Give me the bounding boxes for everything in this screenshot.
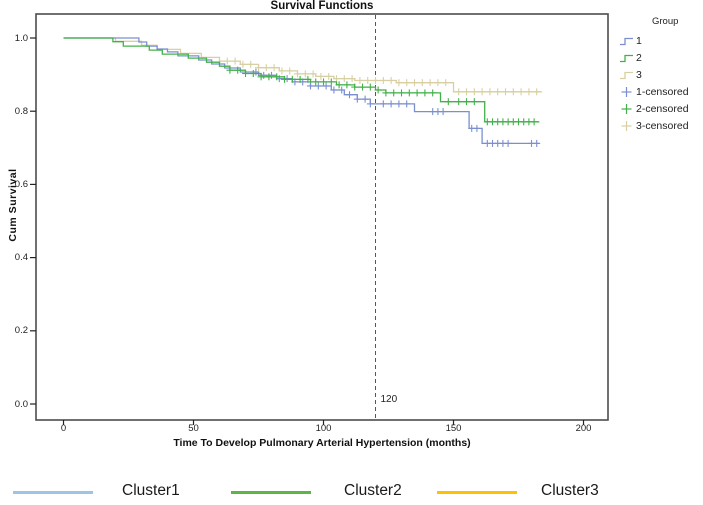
y-tick-label: 0.0 xyxy=(14,398,28,410)
chart-title: Survival Functions xyxy=(270,0,374,12)
x-tick-label: 0 xyxy=(60,423,67,434)
group-legend: Group 1 2 3 1-censored 2-censored 3-censored xyxy=(619,16,703,134)
survival-curve-group-1 xyxy=(63,37,540,145)
x-tick-label: 200 xyxy=(575,423,592,434)
cluster-label: Cluster2 xyxy=(344,482,402,499)
y-axis-title: Cum Survival xyxy=(7,168,19,242)
plus-glyph-icon xyxy=(621,103,632,114)
step-glyph-icon xyxy=(620,37,633,45)
y-tick-label: 1.0 xyxy=(14,32,28,44)
plot-frame xyxy=(35,13,609,421)
step-glyph-icon xyxy=(620,71,633,79)
legend-item-label: 3 xyxy=(636,68,642,81)
x-tick-label: 100 xyxy=(315,423,332,434)
legend-item-2-censored: 2-censored xyxy=(619,100,703,117)
plot-canvas xyxy=(30,13,609,425)
x-tick-label: 150 xyxy=(445,423,462,434)
legend-item-label: 1 xyxy=(636,34,642,47)
legend-item-label: 3-censored xyxy=(636,119,689,132)
legend-title: Group xyxy=(652,16,679,27)
x-tick-label: 50 xyxy=(188,423,199,434)
cluster-label: Cluster1 xyxy=(122,482,180,499)
legend-items: 1 2 3 1-censored 2-censored 3-censored xyxy=(619,32,703,134)
plus-glyph-icon xyxy=(621,86,632,97)
y-tick-label: 0.6 xyxy=(14,178,28,190)
legend-item-1: 1 xyxy=(619,32,703,49)
y-tick-label: 0.4 xyxy=(14,252,28,264)
legend-item-1-censored: 1-censored xyxy=(619,83,703,100)
reference-line-label: 120 xyxy=(380,394,398,405)
cluster-label: Cluster3 xyxy=(541,482,599,499)
cluster-swatch-Cluster2 xyxy=(231,491,311,494)
y-tick-label: 0.8 xyxy=(14,105,28,117)
legend-item-2: 2 xyxy=(619,49,703,66)
legend-item-label: 1-censored xyxy=(636,85,689,98)
legend-item-label: 2-censored xyxy=(636,102,689,115)
plus-glyph-icon xyxy=(621,120,632,131)
step-glyph-icon xyxy=(620,54,633,62)
legend-item-3-censored: 3-censored xyxy=(619,117,703,134)
x-axis-title: Time To Develop Pulmonary Arterial Hyper… xyxy=(173,437,471,449)
legend-item-label: 2 xyxy=(636,51,642,64)
y-tick-label: 0.2 xyxy=(14,325,28,337)
legend-item-3: 3 xyxy=(619,66,703,83)
cluster-swatch-Cluster1 xyxy=(13,491,93,494)
cluster-swatch-Cluster3 xyxy=(437,491,517,494)
